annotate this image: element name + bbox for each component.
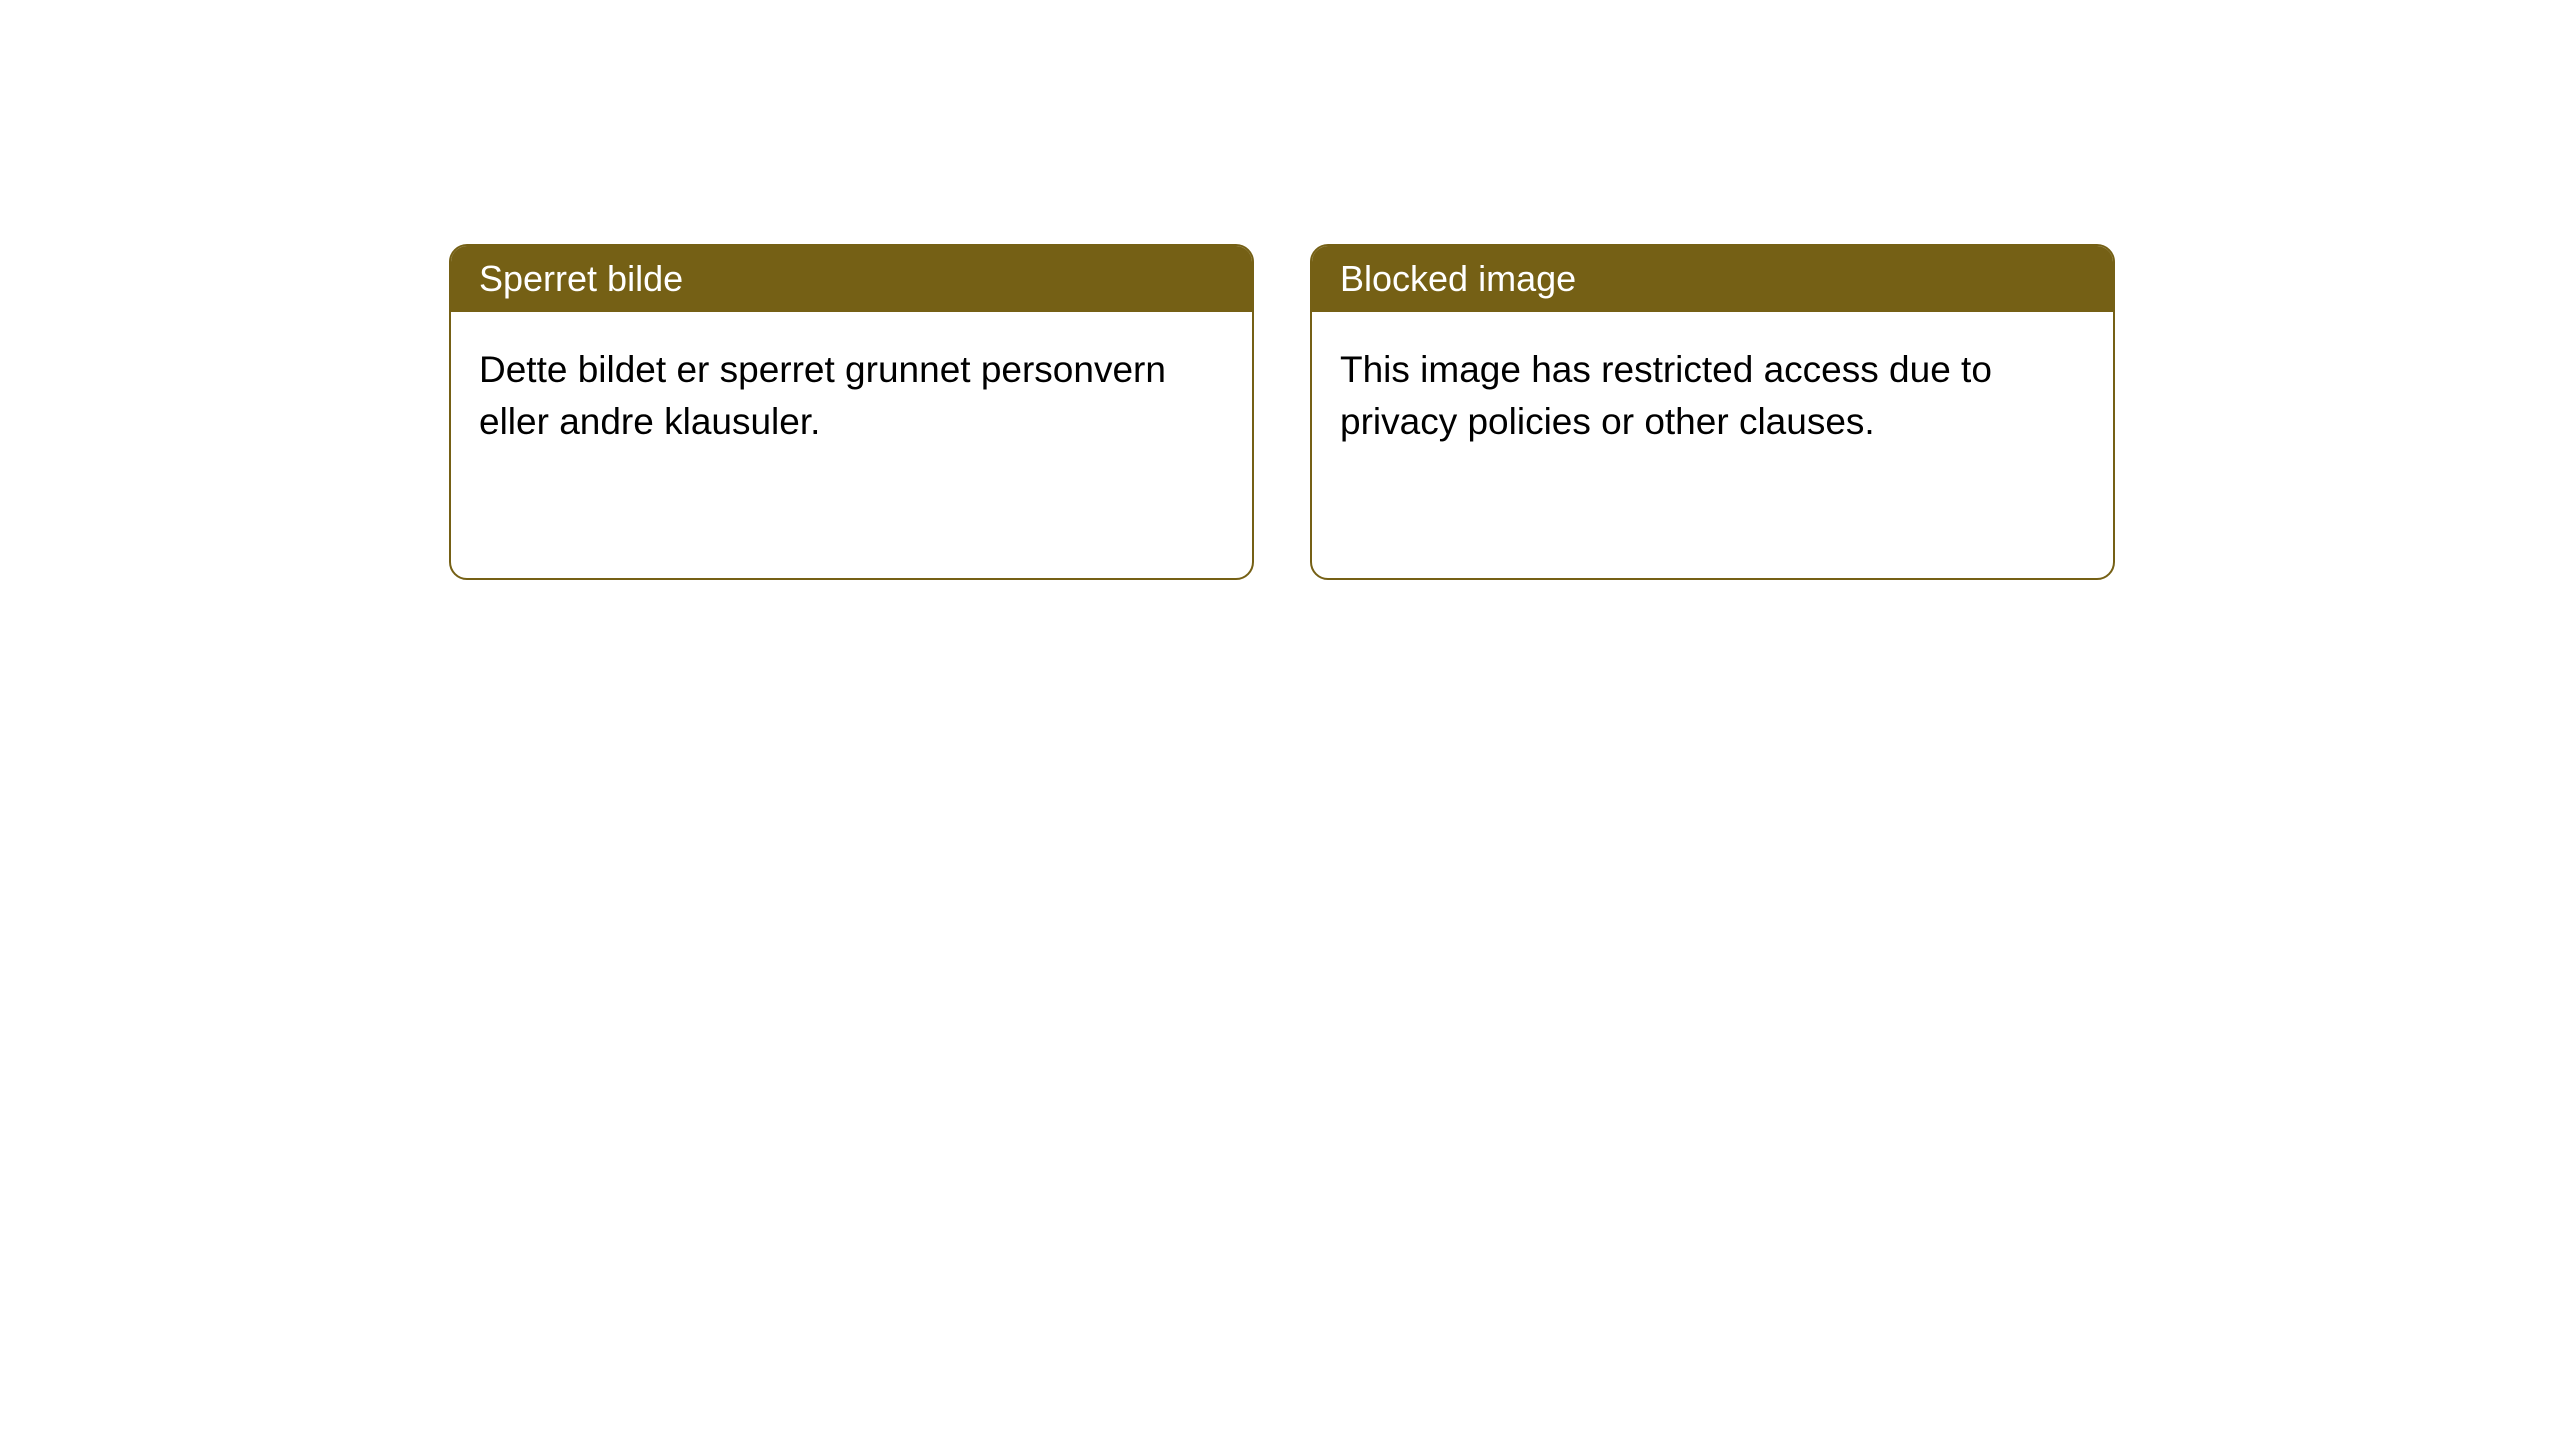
notice-body: This image has restricted access due to … <box>1312 312 2113 480</box>
notice-title: Sperret bilde <box>479 258 683 299</box>
notice-header: Sperret bilde <box>451 246 1252 312</box>
notice-box-english: Blocked image This image has restricted … <box>1310 244 2115 580</box>
notice-header: Blocked image <box>1312 246 2113 312</box>
notice-text: Dette bildet er sperret grunnet personve… <box>479 349 1166 442</box>
notice-body: Dette bildet er sperret grunnet personve… <box>451 312 1252 480</box>
notice-title: Blocked image <box>1340 258 1576 299</box>
notice-text: This image has restricted access due to … <box>1340 349 1992 442</box>
notice-box-norwegian: Sperret bilde Dette bildet er sperret gr… <box>449 244 1254 580</box>
notice-container: Sperret bilde Dette bildet er sperret gr… <box>449 244 2115 580</box>
